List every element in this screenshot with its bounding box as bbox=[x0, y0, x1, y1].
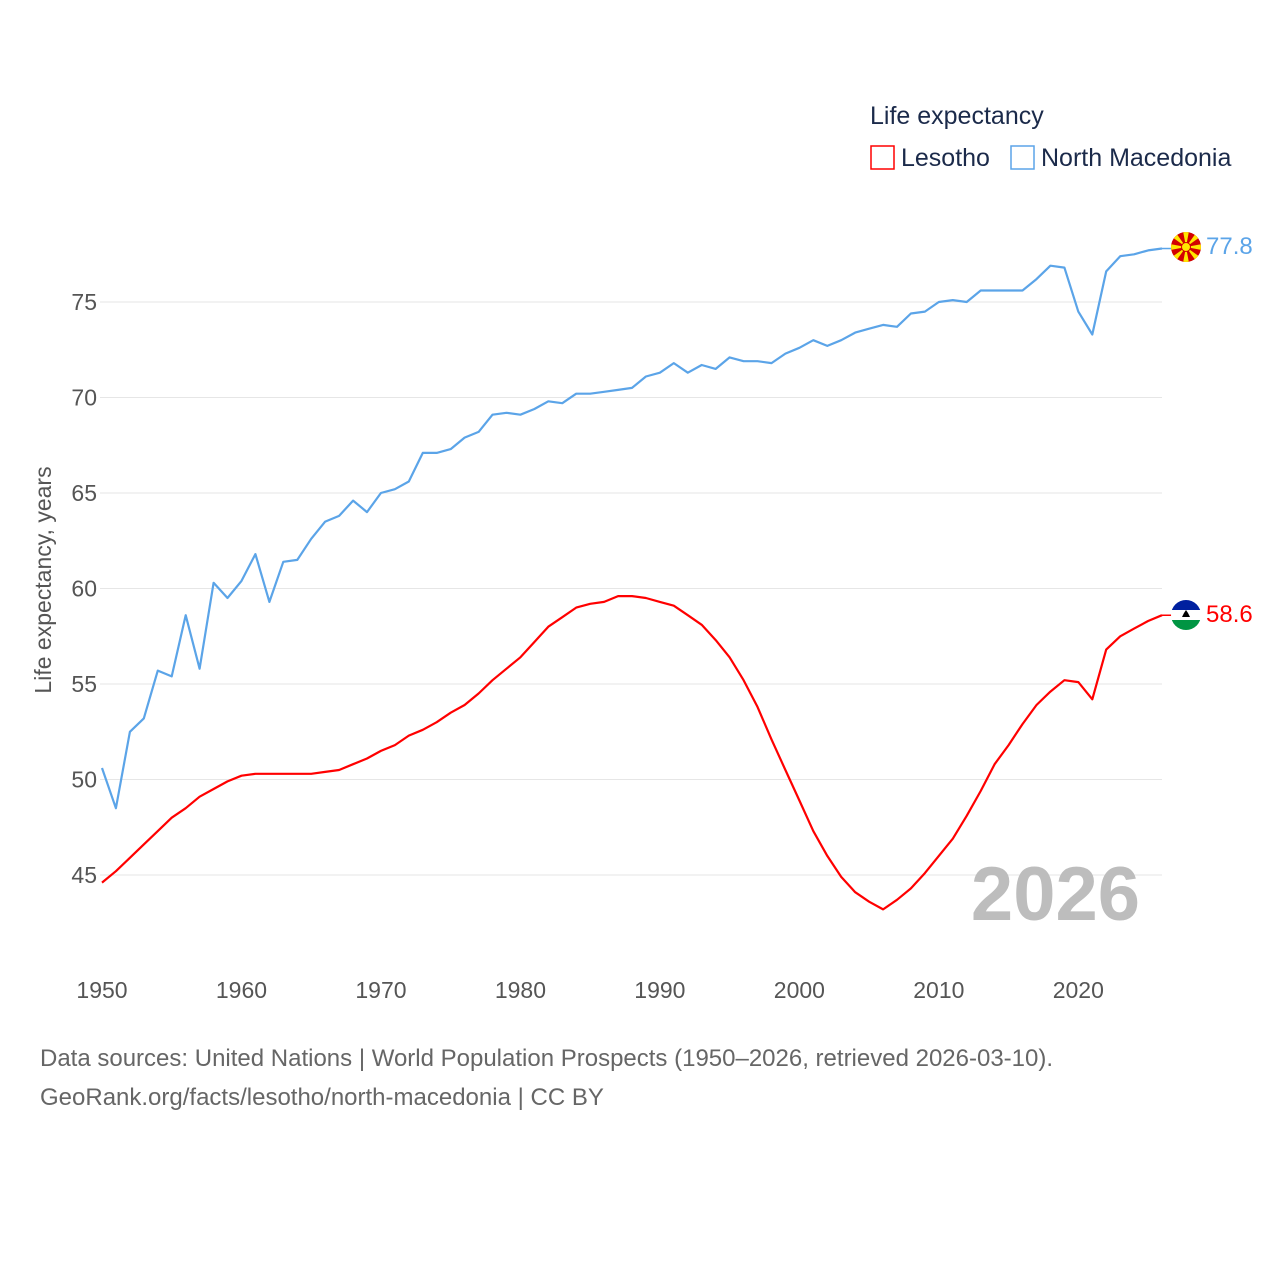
x-tick-label: 2000 bbox=[774, 977, 825, 1003]
legend-swatch-lesotho[interactable] bbox=[870, 145, 895, 170]
y-tick-label: 45 bbox=[71, 862, 97, 888]
y-tick-label: 75 bbox=[71, 289, 97, 315]
north-macedonia-flag-icon bbox=[1171, 232, 1201, 262]
gridlines bbox=[100, 301, 1162, 876]
footer-data-sources: Data sources: United Nations | World Pop… bbox=[40, 1045, 1054, 1072]
lesotho-flag-icon bbox=[1171, 600, 1201, 630]
y-tick-label: 65 bbox=[71, 480, 97, 506]
legend-title: Life expectancy bbox=[870, 102, 1044, 130]
x-tick-label: 1990 bbox=[634, 977, 685, 1003]
x-tick-label: 1970 bbox=[355, 977, 406, 1003]
series-lines bbox=[100, 247, 1172, 911]
footer-attribution: GeoRank.org/facts/lesotho/north-macedoni… bbox=[40, 1084, 604, 1111]
legend-label-north-macedonia[interactable]: North Macedonia bbox=[1041, 144, 1231, 172]
y-axis-ticks: 45 50 55 60 65 70 75 bbox=[71, 289, 97, 888]
y-axis-label: Life expectancy, years bbox=[30, 466, 56, 693]
y-tick-label: 70 bbox=[71, 385, 97, 411]
series-line-north-macedonia bbox=[100, 247, 1163, 810]
y-tick-label: 55 bbox=[71, 671, 97, 697]
x-tick-label: 2020 bbox=[1053, 977, 1104, 1003]
x-tick-label: 1960 bbox=[216, 977, 267, 1003]
legend-swatch-north-macedonia[interactable] bbox=[1010, 145, 1035, 170]
legend-label-lesotho[interactable]: Lesotho bbox=[901, 144, 990, 172]
y-tick-label: 60 bbox=[71, 576, 97, 602]
y-tick-label: 50 bbox=[71, 767, 97, 793]
x-tick-label: 2010 bbox=[913, 977, 964, 1003]
series-line-lesotho bbox=[101, 594, 1163, 911]
current-year-label: 2026 bbox=[971, 852, 1140, 937]
legend: Life expectancy Lesotho North Macedonia bbox=[870, 102, 1231, 172]
north-macedonia-end-value-label: 77.8 bbox=[1206, 233, 1253, 260]
x-tick-label: 1950 bbox=[76, 977, 127, 1003]
lesotho-end-value-label: 58.6 bbox=[1206, 601, 1253, 628]
x-tick-label: 1980 bbox=[495, 977, 546, 1003]
x-axis-ticks: 1950 1960 1970 1980 1990 2000 2010 2020 bbox=[76, 977, 1103, 1003]
